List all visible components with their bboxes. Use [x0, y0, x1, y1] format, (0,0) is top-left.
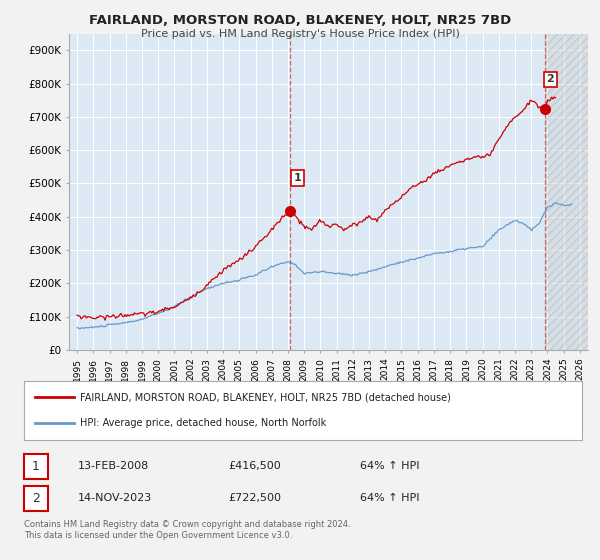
Text: 64% ↑ HPI: 64% ↑ HPI	[360, 493, 419, 503]
Text: FAIRLAND, MORSTON ROAD, BLAKENEY, HOLT, NR25 7BD (detached house): FAIRLAND, MORSTON ROAD, BLAKENEY, HOLT, …	[80, 392, 451, 402]
Text: 2: 2	[547, 74, 554, 85]
Text: 2: 2	[32, 492, 40, 505]
Text: 1: 1	[32, 460, 40, 473]
Text: FAIRLAND, MORSTON ROAD, BLAKENEY, HOLT, NR25 7BD: FAIRLAND, MORSTON ROAD, BLAKENEY, HOLT, …	[89, 14, 511, 27]
Text: £722,500: £722,500	[228, 493, 281, 503]
Text: 13-FEB-2008: 13-FEB-2008	[78, 461, 149, 472]
Text: 1: 1	[294, 173, 302, 183]
Text: Price paid vs. HM Land Registry's House Price Index (HPI): Price paid vs. HM Land Registry's House …	[140, 29, 460, 39]
Text: HPI: Average price, detached house, North Norfolk: HPI: Average price, detached house, Nort…	[80, 418, 326, 428]
Text: 14-NOV-2023: 14-NOV-2023	[78, 493, 152, 503]
Bar	[545, 34, 588, 350]
Text: 64% ↑ HPI: 64% ↑ HPI	[360, 461, 419, 472]
Text: £416,500: £416,500	[228, 461, 281, 472]
Text: Contains HM Land Registry data © Crown copyright and database right 2024.
This d: Contains HM Land Registry data © Crown c…	[24, 520, 350, 540]
